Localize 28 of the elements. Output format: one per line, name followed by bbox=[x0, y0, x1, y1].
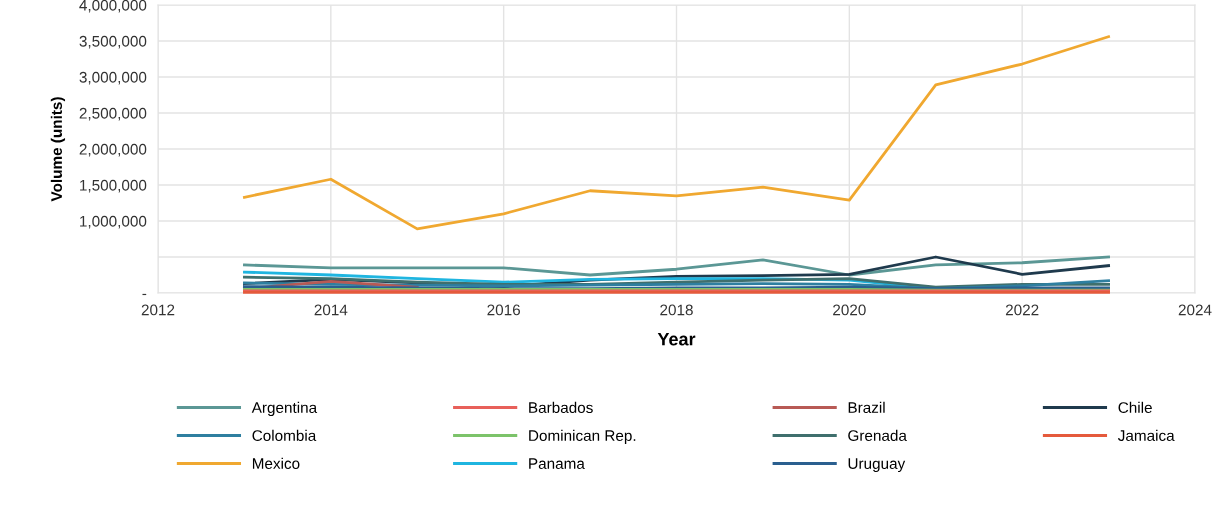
legend-label: Grenada bbox=[848, 429, 907, 441]
y-axis-title: Volume (units) bbox=[50, 97, 66, 202]
legend-label: Dominican Rep. bbox=[529, 429, 636, 445]
x-tick-label: 2020 bbox=[833, 304, 866, 316]
x-tick-label: 2018 bbox=[660, 304, 693, 316]
x-tick-label: 2012 bbox=[141, 304, 175, 316]
y-tick-label: 2,000,000 bbox=[79, 143, 147, 157]
y-tick-label: 3,000,000 bbox=[79, 71, 147, 85]
legend-label: Mexico bbox=[252, 457, 300, 469]
y-tick-label: 4,000,000 bbox=[79, 0, 147, 13]
y-tick-label: 2,500,000 bbox=[79, 107, 147, 121]
legend-label: Jamaica bbox=[1117, 429, 1175, 441]
legend-label: Argentina bbox=[251, 401, 318, 417]
x-tick-label: 2016 bbox=[487, 304, 520, 316]
y-tick-label: 1,500,000 bbox=[80, 179, 147, 193]
y-tick-label: 1,000,000 bbox=[80, 215, 147, 229]
legend-label: Panama bbox=[529, 458, 585, 469]
x-tick-label: 2024 bbox=[1178, 304, 1212, 316]
y-tick-label: 3,500,000 bbox=[79, 35, 147, 49]
legend-label: Uruguay bbox=[848, 458, 906, 473]
x-axis-title: Year bbox=[657, 332, 696, 346]
legend-label: Colombia bbox=[252, 429, 317, 441]
x-tick-label: 2014 bbox=[314, 304, 348, 316]
legend-label: Brazil bbox=[848, 401, 885, 414]
x-tick-label: 2022 bbox=[1005, 304, 1039, 316]
legend-label: Barbados bbox=[529, 401, 593, 414]
y-tick-label: - bbox=[142, 293, 147, 296]
legend-label: Chile bbox=[1118, 401, 1152, 414]
